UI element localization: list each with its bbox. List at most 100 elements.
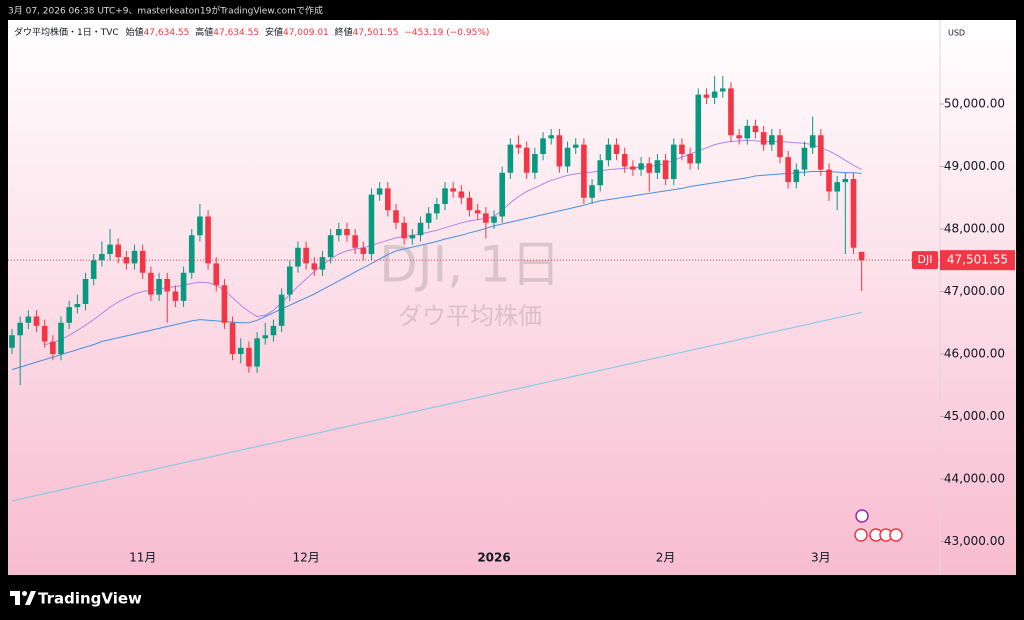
candle-body <box>679 144 685 154</box>
plot: 43,000.00 44,000.00 45,000.00 46,000.00 47,0… <box>8 75 1015 565</box>
candle-body <box>286 266 293 295</box>
candle-body <box>597 160 604 186</box>
candle-body <box>434 204 440 214</box>
candle-body <box>548 135 555 139</box>
candle-body <box>818 135 824 170</box>
candle-body <box>613 144 620 154</box>
price-tag-symbol-box <box>912 251 938 270</box>
candle-body <box>278 294 285 326</box>
event-icon[interactable] <box>855 509 869 523</box>
y-tick-label: 49,000.00 <box>944 159 1005 173</box>
candle-body <box>172 291 179 301</box>
candle-body <box>360 247 367 254</box>
brand-logo <box>10 591 36 605</box>
y-tick-label: 46,000.00 <box>944 347 1005 361</box>
candle-body <box>270 325 277 336</box>
candle-body <box>156 279 162 295</box>
legend-value: 47,634.55 <box>213 28 259 38</box>
candle-body <box>728 88 734 136</box>
watermark-subtitle: ダウ平均株価 <box>398 302 542 330</box>
candle-body <box>213 263 220 286</box>
price-tag-label: 47,501.55 <box>947 253 1008 267</box>
candle-body <box>50 341 56 354</box>
flag-icon[interactable] <box>854 528 868 542</box>
y-tick-label: 43,000.00 <box>944 534 1005 548</box>
candle-body <box>532 154 538 173</box>
candle-body <box>352 235 358 248</box>
x-tick-label: 12月 <box>292 551 319 565</box>
candle-body <box>466 197 473 211</box>
candle-body <box>858 251 865 261</box>
candle-body <box>769 135 775 145</box>
candle-body <box>417 222 424 236</box>
candle-body <box>809 135 816 148</box>
candle-body <box>393 210 399 223</box>
candle-body <box>662 160 669 179</box>
candle-body <box>246 347 252 367</box>
x-tick-label: 11月 <box>129 551 156 565</box>
candle-body <box>295 247 301 267</box>
moving-average <box>11 171 862 371</box>
event-icons <box>854 509 903 542</box>
candle-body <box>82 279 89 304</box>
candle-body <box>793 169 800 183</box>
candle-body <box>131 250 138 264</box>
candle-body <box>826 169 832 192</box>
candle-body <box>752 125 759 133</box>
candle-body <box>474 210 481 214</box>
flag-icon[interactable] <box>889 528 903 542</box>
candle-body <box>695 94 702 164</box>
candle-body <box>303 247 309 264</box>
candle-body <box>719 88 726 92</box>
candle-body <box>850 179 857 248</box>
candle-body <box>148 272 154 295</box>
candle-body <box>188 235 195 273</box>
legend-label: 安値 <box>265 26 283 38</box>
candle-body <box>654 160 661 173</box>
candle-body <box>483 213 489 223</box>
watermark-title: DJI, 1日 <box>379 236 561 294</box>
candle-body <box>646 163 653 173</box>
candle-body <box>621 154 628 167</box>
candle-body <box>736 135 742 139</box>
candle-body <box>376 188 383 195</box>
candle-body <box>107 244 113 254</box>
candle-body <box>785 157 791 183</box>
legend-name: ダウ平均株価・1日・TVC <box>14 26 119 38</box>
y-tick-label: 48,000.00 <box>944 222 1005 236</box>
x-tick-label: 2月 <box>656 551 676 565</box>
candle-body <box>442 188 448 204</box>
candle-body <box>687 154 693 164</box>
candle-body <box>90 260 97 279</box>
candle-body <box>237 347 244 354</box>
brand: TradingView <box>38 590 142 608</box>
candle-body <box>123 257 130 264</box>
candle-body <box>589 185 595 198</box>
candle-body <box>115 244 122 258</box>
candle-body <box>556 135 563 167</box>
candle-body <box>409 235 416 239</box>
legend-label: 高値 <box>195 26 213 38</box>
y-tick-label: 44,000.00 <box>944 472 1005 486</box>
candle-body <box>319 257 326 270</box>
candle-body <box>197 216 203 236</box>
x-tick-label: 2026 <box>477 551 510 565</box>
candle-body <box>99 254 105 261</box>
candle-body <box>254 338 260 367</box>
currency: USD <box>948 29 965 38</box>
price-tag-symbol: DJI <box>918 253 933 266</box>
candle-body <box>229 322 236 354</box>
y-tick-label: 45,000.00 <box>944 409 1005 423</box>
candle-body <box>834 182 840 192</box>
candle-body <box>344 229 350 236</box>
logo-mark <box>10 591 36 605</box>
candle-body <box>842 179 849 183</box>
candle-body <box>572 144 579 148</box>
legend-value: 47,634.55 <box>144 28 190 38</box>
x-tick-label: 3月 <box>811 551 831 565</box>
candle-body <box>744 125 751 139</box>
candle-body <box>180 272 187 301</box>
candle-body <box>450 188 456 192</box>
candle-body <box>777 135 783 158</box>
